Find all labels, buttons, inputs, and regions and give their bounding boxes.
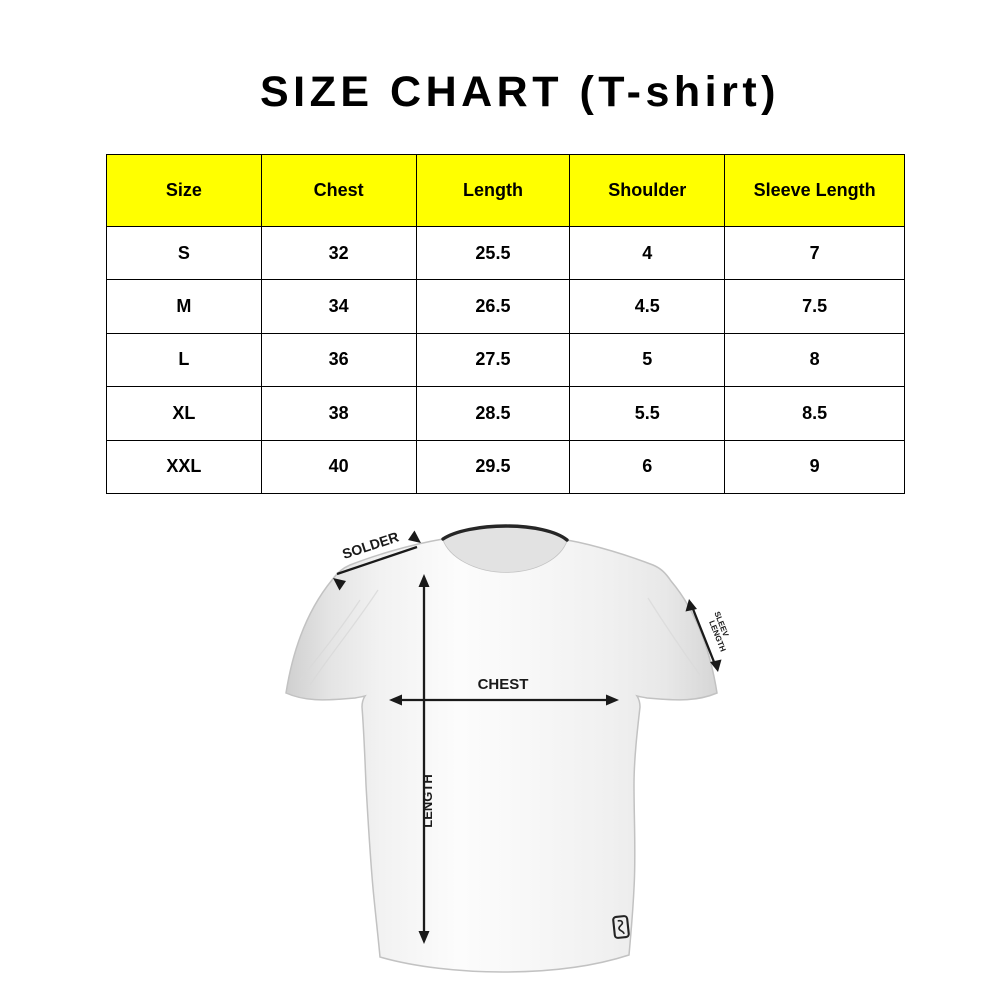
svg-text:LENGTH: LENGTH [420, 774, 435, 827]
svg-text:CHEST: CHEST [478, 676, 529, 693]
